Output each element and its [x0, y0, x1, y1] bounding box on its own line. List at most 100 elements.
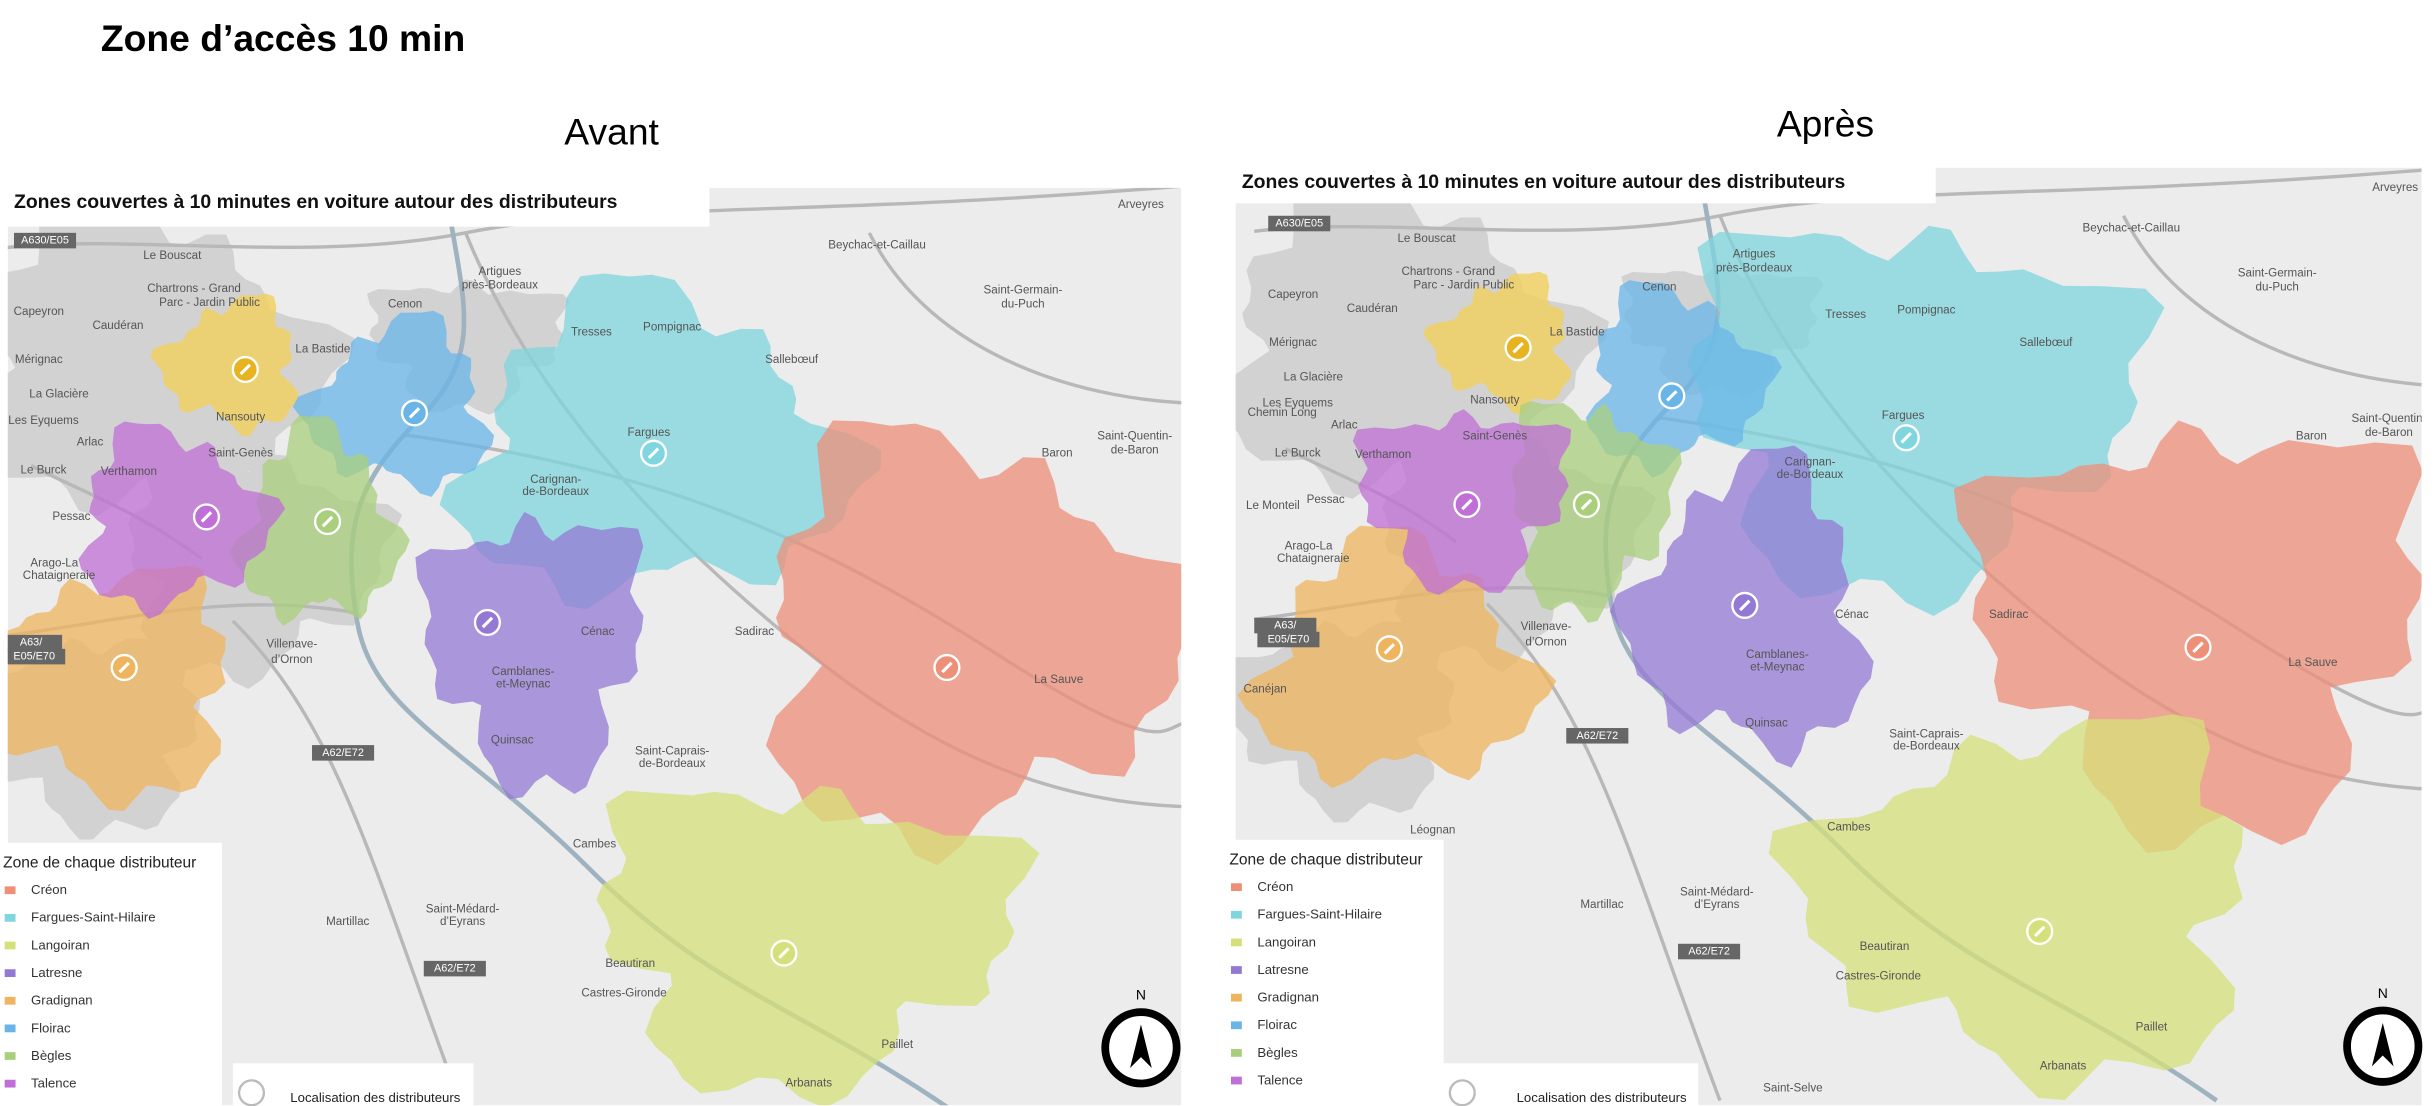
place-label: Saint-Germain- — [984, 283, 1063, 296]
road — [7, 187, 1180, 250]
marker-icon — [2033, 925, 2046, 938]
road-label: A62/E72 — [1576, 730, 1618, 742]
legend-label: Latresne — [31, 965, 82, 980]
legend-title: Zone de chaque distributeur — [3, 855, 196, 872]
locator-box — [1443, 1063, 1699, 1106]
place-label: Saint-Médard- — [1680, 886, 1754, 899]
zone — [1585, 280, 1782, 478]
place-label: Le Bouscat — [1397, 232, 1456, 245]
legend-swatch — [1230, 1021, 1242, 1030]
locator-icon — [1448, 1079, 1476, 1106]
place-label: près-Bordeaux — [1716, 262, 1792, 275]
place-label: Artigues — [1733, 248, 1776, 261]
place-label: Verthamon — [1355, 448, 1411, 461]
legend-swatch — [4, 1079, 16, 1088]
road — [231, 619, 463, 1106]
place-label: La Sauve — [1034, 673, 1083, 686]
zone — [78, 421, 286, 620]
place-label: Tresses — [571, 325, 612, 338]
place-label: La Bastide — [295, 342, 350, 355]
place-label: Pompignac — [1897, 304, 1955, 317]
place-label: de-Baron — [1111, 443, 1159, 456]
legend-title: Zone de chaque distributeur — [1229, 852, 1422, 869]
place-label: Castres-Gironde — [1836, 969, 1921, 982]
place-label: La Sauve — [2288, 656, 2337, 669]
legend-label: Talence — [1257, 1072, 1302, 1087]
map-title-box — [7, 187, 710, 227]
road-shield — [1268, 215, 1331, 232]
place-label: Pessac — [52, 510, 90, 523]
marker-icon — [408, 407, 421, 419]
marker-icon — [1739, 599, 1751, 612]
road-label: A63/ — [1274, 620, 1297, 632]
legend-swatch — [1230, 1076, 1242, 1085]
place-label: Les Eyquems — [1262, 397, 1333, 410]
place-label: Chataigneraie — [23, 569, 95, 582]
place-label: Fargues — [628, 426, 671, 439]
place-label: Sallebœuf — [2019, 336, 2073, 349]
place-label: Tresses — [1825, 308, 1866, 321]
place-label: Arlac — [1331, 418, 1358, 431]
zone — [292, 310, 495, 497]
marker-icon — [1461, 498, 1473, 511]
marker-icon — [321, 515, 334, 528]
place-label: Canéjan — [1243, 682, 1286, 695]
place-label: Arbanats — [2040, 1060, 2087, 1073]
legend-label: Bègles — [31, 1048, 72, 1063]
zone — [150, 293, 299, 437]
place-label: du-Puch — [2256, 280, 2299, 293]
place-label: Pessac — [1307, 493, 1345, 506]
place-label: Cenon — [388, 297, 422, 310]
place-label: Pompignac — [643, 321, 701, 334]
marker-icon — [778, 947, 790, 959]
marker-icon — [481, 616, 494, 629]
place-label: Parc - Jardin Public — [159, 296, 260, 309]
place-label: Saint-Quentin- — [1097, 429, 1172, 442]
road — [1254, 168, 2422, 233]
road-label: A630/E05 — [21, 235, 69, 247]
place-label: Léognan — [1410, 824, 1455, 837]
legend-label: Bègles — [1257, 1045, 1298, 1060]
place-label: Quinsac — [491, 734, 534, 747]
place-label: La Glacière — [29, 387, 88, 400]
place-label: Cambes — [1827, 820, 1870, 833]
place-label: Cenon — [1642, 280, 1676, 293]
zone — [1423, 271, 1572, 415]
place-label: Saint-Selve — [1763, 1081, 1822, 1094]
road-shield — [13, 232, 77, 249]
legend-swatch — [1230, 966, 1242, 974]
place-label: de-Bordeaux — [1777, 468, 1844, 481]
place-label: Sallebœuf — [765, 353, 819, 366]
urban-area — [1235, 177, 1610, 499]
road — [867, 232, 1182, 405]
place-label: Caudéran — [1347, 302, 1398, 315]
place-label: Saint-Genès — [1463, 429, 1528, 442]
place-label: Le Monteil — [1246, 499, 1300, 512]
marker-icon — [1666, 390, 1678, 402]
slide-title: Zone d’accès 10 min — [101, 17, 465, 59]
panel-heading: Avant — [564, 110, 659, 152]
place-label: Parc - Jardin Public — [1413, 279, 1514, 292]
road-shield — [1566, 728, 1629, 744]
place-label: Chartrons - Grand — [147, 282, 241, 295]
place-label: Chataigneraie — [1277, 552, 1349, 565]
legend-label: Gradignan — [31, 993, 93, 1008]
place-label: Le Bouscat — [143, 249, 202, 262]
legend-swatch — [4, 996, 16, 1005]
place-label: de-Bordeaux — [639, 757, 706, 770]
place-label: Baron — [1042, 446, 1073, 459]
place-label: Carignan- — [1784, 456, 1835, 469]
zone — [439, 273, 882, 610]
place-label: Arbanats — [785, 1077, 832, 1090]
place-label: Beautiran — [605, 957, 655, 970]
place-label: Arago-La — [1285, 540, 1333, 553]
place-label: Arago-La — [30, 557, 78, 570]
marker-icon — [1580, 498, 1593, 511]
place-label: Les Eyquems — [8, 414, 79, 427]
place-label: Cénac — [581, 625, 615, 638]
place-label: Martillac — [326, 915, 369, 928]
